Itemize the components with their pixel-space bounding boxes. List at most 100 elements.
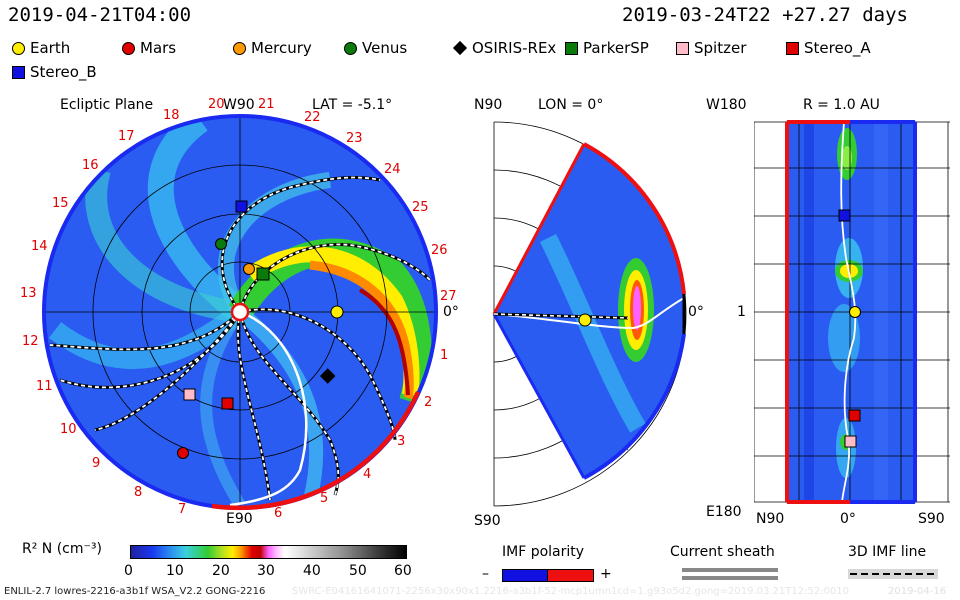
radial-axis-mid: 0° bbox=[840, 511, 856, 527]
current-sheath-line-bottom bbox=[682, 576, 778, 580]
radial-bottom-left-label: E180 bbox=[706, 504, 742, 520]
venus-marker bbox=[215, 238, 227, 250]
colorbar-tick: 60 bbox=[394, 563, 412, 579]
ecliptic-bottom-label: E90 bbox=[226, 511, 253, 527]
stereo-b-marker-icon bbox=[12, 65, 25, 79]
rotation-label: 20 bbox=[208, 97, 225, 112]
rotation-label: 6 bbox=[274, 506, 283, 521]
colorbar-tick: 10 bbox=[166, 563, 184, 579]
legend-item-mercury: Mercury bbox=[233, 39, 312, 57]
legend-label: Venus bbox=[362, 39, 408, 57]
colorbar-tick: 40 bbox=[303, 563, 321, 579]
legend-label: OSIRIS-REx bbox=[472, 39, 557, 57]
rotation-label: 18 bbox=[163, 108, 180, 123]
rotation-label: 16 bbox=[82, 158, 99, 173]
legend-item-venus: Venus bbox=[344, 39, 407, 57]
imf-negative-swatch bbox=[502, 569, 549, 582]
earth-marker bbox=[330, 305, 344, 319]
venus-marker-icon bbox=[344, 41, 357, 55]
colorbar-tick: 30 bbox=[257, 563, 275, 579]
rotation-label: 15 bbox=[52, 196, 69, 211]
earth-marker-icon bbox=[12, 41, 25, 55]
simulation-time: 2019-04-21T04:00 bbox=[8, 4, 192, 26]
mars-marker bbox=[177, 447, 189, 459]
spitzer-marker-icon bbox=[676, 41, 689, 55]
meridional-bottom-label: S90 bbox=[474, 513, 501, 529]
colorbar-tick: 20 bbox=[212, 563, 230, 579]
parkersp-marker-icon bbox=[565, 41, 578, 55]
rotation-label: 11 bbox=[36, 379, 53, 394]
rotation-label: 27 bbox=[440, 289, 457, 304]
rotation-label: 1 bbox=[440, 348, 449, 363]
rotation-label: 13 bbox=[20, 286, 37, 301]
rotation-label: 5 bbox=[320, 491, 329, 506]
stereo-a-marker bbox=[848, 409, 861, 422]
radial-mid-label: 1 bbox=[737, 304, 746, 320]
rotation-label: 26 bbox=[431, 243, 448, 258]
stereo-a-marker bbox=[221, 397, 234, 410]
imf-polarity-minus: – bbox=[482, 566, 489, 582]
osiris-rex-marker bbox=[319, 368, 336, 384]
rotation-label: 25 bbox=[412, 200, 429, 215]
rotation-label: 22 bbox=[304, 110, 321, 125]
colorbar-tick: 50 bbox=[349, 563, 367, 579]
rotation-label: 12 bbox=[22, 334, 39, 349]
ecliptic-title: Ecliptic Plane bbox=[60, 97, 154, 113]
earth-marker bbox=[849, 306, 861, 318]
legend-item-stereo-b: Stereo_B bbox=[12, 63, 97, 81]
ecliptic-latitude: LAT = -5.1° bbox=[312, 97, 393, 113]
rotation-label: 10 bbox=[60, 422, 77, 437]
ecliptic-right-label: 0° bbox=[443, 304, 459, 320]
legend-item-parkersp: ParkerSP bbox=[565, 39, 649, 57]
density-colorbar bbox=[130, 545, 407, 559]
legend-label: Mercury bbox=[251, 39, 312, 57]
rotation-label: 14 bbox=[31, 239, 48, 254]
rotation-label: 24 bbox=[384, 162, 401, 177]
spitzer-marker bbox=[183, 388, 196, 401]
ecliptic-top-label: W90 bbox=[223, 97, 255, 113]
stereo-b-marker bbox=[838, 209, 851, 222]
run-start-and-offset: 2019-03-24T22 +27.27 days bbox=[622, 4, 908, 26]
imf-positive-swatch bbox=[547, 569, 594, 582]
meridional-plot bbox=[492, 121, 687, 507]
stereo-a-marker-icon bbox=[786, 41, 799, 55]
mercury-marker-icon bbox=[233, 41, 246, 55]
radial-axis-left: N90 bbox=[756, 511, 785, 527]
legend-item-stereo-a: Stereo_A bbox=[786, 39, 871, 57]
rotation-label: 4 bbox=[363, 467, 372, 482]
run-identifier: SWRC-E04161641071-2256x30x90x1.2216-a3b1… bbox=[292, 586, 850, 597]
lon-lat-plot bbox=[754, 120, 950, 504]
imf-polarity-plus: + bbox=[600, 566, 612, 582]
legend-item-osiris-rex: OSIRIS-REx bbox=[452, 39, 557, 57]
legend-item-earth: Earth bbox=[12, 39, 70, 57]
radial-distance: R = 1.0 AU bbox=[803, 97, 880, 113]
imf-line-title: 3D IMF line bbox=[848, 544, 927, 560]
rotation-label: 7 bbox=[178, 502, 187, 517]
meridional-top-label: N90 bbox=[474, 97, 503, 113]
rotation-label: 9 bbox=[92, 456, 101, 471]
radial-axis-right: S90 bbox=[918, 511, 945, 527]
imf-polarity-title: IMF polarity bbox=[502, 544, 585, 560]
spitzer-marker bbox=[844, 435, 857, 448]
meridional-longitude: LON = 0° bbox=[538, 97, 604, 113]
mars-marker-icon bbox=[122, 41, 135, 55]
rotation-label: 21 bbox=[258, 97, 275, 112]
meridional-right-label: 0° bbox=[688, 304, 704, 320]
model-info: ENLIL-2.7 lowres-2216-a3b1f WSA_V2.2 GON… bbox=[4, 586, 266, 597]
legend-item-spitzer: Spitzer bbox=[676, 39, 746, 57]
current-sheath-line-top bbox=[682, 568, 778, 572]
colorbar-tick: 0 bbox=[124, 563, 133, 579]
footer-date: 2019-04-16 bbox=[888, 586, 947, 597]
legend-label: ParkerSP bbox=[583, 39, 649, 57]
legend-label: Stereo_A bbox=[804, 39, 871, 57]
rotation-label: 8 bbox=[134, 485, 143, 500]
radial-top-label: W180 bbox=[706, 97, 747, 113]
legend-label: Mars bbox=[140, 39, 177, 57]
rotation-label: 3 bbox=[397, 434, 406, 449]
legend-item-mars: Mars bbox=[122, 39, 176, 57]
legend-label: Stereo_B bbox=[30, 63, 97, 81]
stereo-b-marker bbox=[235, 200, 248, 213]
current-sheath-title: Current sheath bbox=[670, 544, 775, 560]
parkersp-marker bbox=[256, 267, 270, 281]
